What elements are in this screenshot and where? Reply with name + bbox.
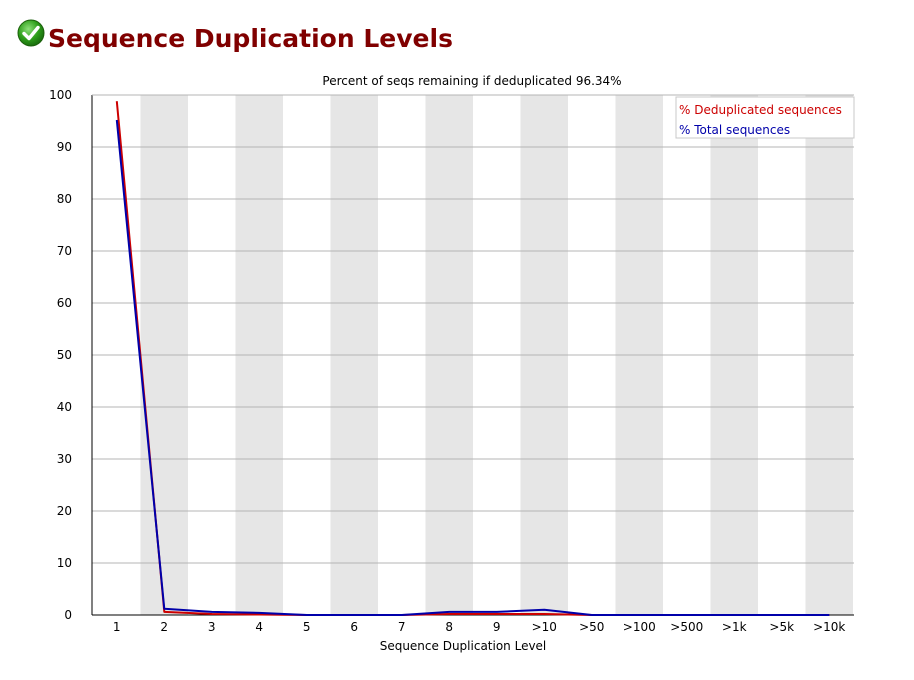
y-tick-label: 10 <box>57 556 72 570</box>
series-line <box>115 119 830 616</box>
y-tick-label: 20 <box>57 504 72 518</box>
x-tick-label: >500 <box>670 620 703 634</box>
x-tick-label: 2 <box>160 620 168 634</box>
x-tick-label: >10k <box>813 620 845 634</box>
legend-entry: % Deduplicated sequences <box>679 103 842 117</box>
x-tick-label: 3 <box>208 620 216 634</box>
chart-legend: % Deduplicated sequences % Total sequence… <box>675 96 855 139</box>
y-tick-label: 30 <box>57 452 72 466</box>
x-tick-label: >10 <box>532 620 557 634</box>
x-tick-label: 7 <box>398 620 406 634</box>
x-tick-label: 4 <box>255 620 263 634</box>
y-tick-label: 40 <box>57 400 72 414</box>
y-tick-label: 90 <box>57 140 72 154</box>
x-tick-label: >100 <box>623 620 656 634</box>
chart-series <box>115 101 830 616</box>
y-tick-label: 60 <box>57 296 72 310</box>
y-tick-label: 80 <box>57 192 72 206</box>
report-header: Sequence Duplication Levels <box>0 0 914 60</box>
x-tick-label: >50 <box>579 620 604 634</box>
x-tick-labels: 1 2 3 4 5 6 7 8 9 >10 >50 >100 >500 >1k >5k >10k <box>113 620 846 634</box>
page-title: Sequence Duplication Levels <box>48 24 453 53</box>
y-tick-labels: 0 10 20 30 40 50 60 70 80 90 100 <box>49 88 72 622</box>
legend-box <box>675 96 855 139</box>
legend-entry: % Total sequences <box>679 123 790 137</box>
x-tick-label: 6 <box>350 620 358 634</box>
chart-title: Percent of seqs remaining if deduplicate… <box>322 74 621 88</box>
x-tick-label: >1k <box>722 620 747 634</box>
x-tick-label: 1 <box>113 620 121 634</box>
x-axis-label: Sequence Duplication Level <box>380 639 547 653</box>
y-tick-label: 70 <box>57 244 72 258</box>
chart-gridlines <box>92 146 854 564</box>
pass-check-icon <box>17 19 45 47</box>
y-tick-label: 100 <box>49 88 72 102</box>
x-tick-label: 5 <box>303 620 311 634</box>
y-tick-label: 50 <box>57 348 72 362</box>
x-tick-label: 9 <box>493 620 501 634</box>
x-tick-label: >5k <box>769 620 794 634</box>
x-tick-label: 8 <box>445 620 453 634</box>
y-tick-label: 0 <box>64 608 72 622</box>
